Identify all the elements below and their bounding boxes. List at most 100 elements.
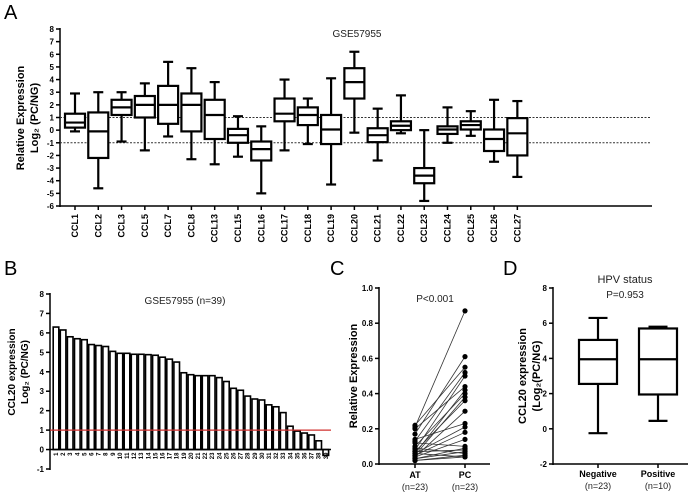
panel-letter-c: C	[330, 258, 344, 280]
panel-a-CCL26-box	[482, 128, 506, 153]
panel-b-x-tick-label: 27	[239, 452, 245, 459]
panel-b-bar	[59, 329, 67, 451]
panel-b-x-tick-label: 13	[139, 452, 145, 459]
panel-b-x-tick-label: 26	[232, 452, 238, 459]
panel-d-y-tick-label: 0	[543, 425, 548, 434]
panel-c-pair-line	[414, 438, 466, 458]
panel-b-x-tick-label: 38	[317, 452, 323, 459]
panel-b-bar	[109, 350, 117, 451]
panel-b-x-tick-label: 12	[132, 452, 138, 459]
panel-c-pair-line	[414, 372, 466, 442]
panel-b-bar	[130, 353, 138, 451]
panel-c-pair-line	[414, 454, 466, 461]
panel-c-pair-line	[414, 310, 466, 428]
panel-b-x-tick-label: 21	[196, 452, 202, 459]
panel-d-negative-box	[577, 338, 619, 386]
panel-a-y-tick-label: -5	[47, 189, 55, 198]
panel-b-x-tick-label: 14	[146, 452, 152, 459]
panel-d-y-tick-label: -2	[540, 460, 548, 469]
panel-b-x-tick-label: 23	[210, 452, 216, 459]
panel-c-pair-line	[414, 451, 466, 460]
panel-b-bar	[116, 352, 124, 451]
panel-b-bar	[123, 352, 131, 451]
panel-c-y-tick-label: 1.0	[362, 284, 374, 293]
panel-b-bar	[137, 353, 145, 451]
panel-d-title: HPV status	[597, 274, 653, 286]
panel-b-bar	[300, 432, 309, 451]
panel-b-bar	[258, 399, 266, 451]
panel-c-point-pc	[462, 436, 468, 442]
panel-b-y-tick-label: 1	[40, 426, 45, 435]
panel-c-point-at	[412, 431, 418, 437]
panel-c-pair-line	[414, 396, 466, 456]
panel-c-pair-line	[414, 366, 466, 426]
panel-b-x-tick-label: 28	[246, 452, 252, 459]
panel-d-y-tick-label: 8	[543, 284, 548, 293]
panel-a-y-tick-label: 7	[50, 38, 55, 47]
panel-b-x-tick-label: 17	[168, 452, 174, 459]
panel-c-y-tick-label: 0.6	[362, 354, 374, 363]
panel-b-x-tick-label: 7	[97, 452, 103, 456]
panel-b-title: GSE57955 (n=39)	[145, 296, 226, 307]
panel-b-bar	[80, 338, 88, 451]
panel-b-bar	[66, 335, 74, 451]
panel-a-CCL8-box	[180, 92, 203, 133]
panel-a-CCL17-box	[273, 97, 296, 123]
panel-c-point-pc	[462, 364, 468, 370]
panel-b-ylabel-2: Log₂ (PC/NG)	[20, 340, 31, 404]
panel-b-bar	[194, 374, 202, 451]
panel-letter-d: D	[503, 258, 517, 280]
panel-a-x-tick-label: CCL19	[326, 214, 336, 243]
panel-c-ylabel: Relative Expression	[348, 323, 360, 428]
panel-a-CCL18-box	[296, 106, 319, 127]
panel-letter-b: B	[4, 258, 17, 280]
panel-c-pair-line	[414, 356, 466, 435]
panel-b-bar	[208, 374, 216, 451]
panel-a-CCL13-box	[203, 98, 226, 141]
panel-b-x-tick-label: 15	[153, 452, 159, 459]
panel-c-y-tick-label: 0.4	[362, 390, 374, 399]
panel-a-x-tick-label: CCL26	[489, 214, 499, 243]
panel-b-y-tick-label: 8	[40, 290, 45, 299]
panel-c-y-tick-label: 0.8	[362, 319, 374, 328]
panel-b-bar	[215, 376, 223, 451]
panel-b-bar	[244, 395, 252, 451]
panel-a-ylabel-1: Relative Expression	[15, 65, 27, 170]
panel-b-bar	[315, 440, 323, 451]
panel-a-x-tick-label: CCL3	[117, 214, 127, 238]
panel-a-x-tick-label: CCL18	[303, 214, 313, 243]
panel-d-ylabel-2: (Log₂(PC/NG)	[531, 340, 543, 411]
panel-a-y-tick-label: -1	[47, 139, 55, 148]
panel-a-x-tick-label: CCL5	[140, 214, 150, 238]
panel-b-y-tick-label: 6	[40, 329, 45, 338]
panel-a-x-tick-label: CCL13	[210, 214, 220, 243]
panel-a-y-tick-label: -3	[47, 164, 55, 173]
panel-b-x-tick-label: 32	[274, 452, 280, 459]
panel-c-point-pc	[462, 398, 468, 404]
panel-c-point-pc	[462, 354, 468, 360]
panel-c-point-pc	[462, 408, 468, 414]
panel-b-y-tick-label: 4	[40, 368, 45, 377]
panel-b-x-tick-label: 36	[303, 452, 309, 459]
panel-d-y-tick-label: 6	[543, 319, 548, 328]
panel-a-x-tick-label: CCL23	[419, 214, 429, 243]
panel-b-bar	[52, 326, 60, 451]
panel-c-group-label: PC	[459, 470, 472, 480]
panel-d-ylabel-1: CCL20 expression	[517, 328, 529, 424]
panel-a-y-tick-label: -2	[47, 151, 55, 160]
panel-b-x-tick-label: 20	[189, 452, 195, 459]
panel-b-bar	[180, 371, 188, 451]
panel-c-group-n: (n=23)	[452, 482, 478, 492]
panel-a-y-tick-label: 5	[50, 63, 55, 72]
panel-a-CCL20-box	[343, 67, 366, 100]
panel-a-x-tick-label: CCL25	[466, 214, 476, 243]
panel-c-point-pc	[462, 454, 468, 460]
panel-b-x-tick-label: 2	[61, 452, 67, 456]
panel-a-y-tick-label: 6	[50, 50, 55, 59]
panel-a-x-tick-label: CCL2	[93, 214, 103, 238]
panel-b-x-tick-label: 16	[161, 452, 167, 459]
panel-b-x-tick-label: 39	[324, 452, 330, 459]
panel-b-x-tick-label: 4	[75, 452, 81, 456]
panel-b-x-tick-label: 34	[288, 452, 294, 459]
